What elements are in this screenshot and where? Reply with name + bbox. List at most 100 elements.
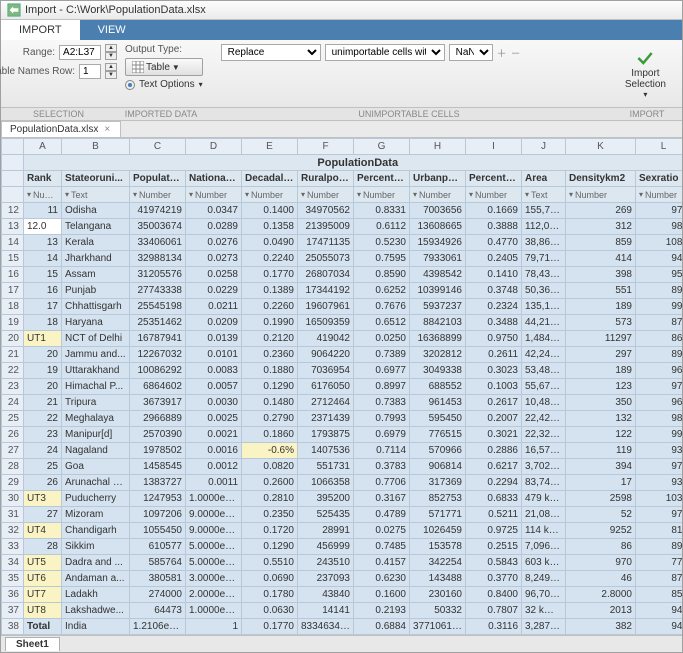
cell[interactable]: 34970562 bbox=[298, 203, 354, 219]
cell[interactable]: 0.5843 bbox=[466, 555, 522, 571]
row-header[interactable]: 14 bbox=[2, 235, 24, 251]
cell[interactable]: 2966889 bbox=[130, 411, 186, 427]
row-header[interactable]: 20 bbox=[2, 331, 24, 347]
cell[interactable]: 961453 bbox=[410, 395, 466, 411]
cell[interactable]: 0.0820 bbox=[242, 459, 298, 475]
data-grid[interactable]: ABCDEFGHIJKLPopulationDataRankStateoruni… bbox=[1, 138, 682, 635]
sheet-tab[interactable]: Sheet1 bbox=[5, 637, 60, 651]
import-selection-button[interactable]: Import Selection ▾ bbox=[615, 44, 676, 103]
cell[interactable]: 230160 bbox=[410, 587, 466, 603]
cell[interactable]: 1066358 bbox=[298, 475, 354, 491]
cell[interactable]: 53,483 km2 ... bbox=[522, 363, 566, 379]
cell[interactable]: 0.1480 bbox=[242, 395, 298, 411]
cell[interactable]: 153578 bbox=[410, 539, 466, 555]
cell[interactable]: Puducherry bbox=[62, 491, 130, 507]
cell[interactable]: 0.3021 bbox=[466, 427, 522, 443]
cell[interactable]: 972 bbox=[636, 379, 683, 395]
cell[interactable]: 0.1003 bbox=[466, 379, 522, 395]
cell[interactable]: 9.0000e-04 bbox=[186, 507, 242, 523]
cell[interactable]: 14 bbox=[24, 251, 62, 267]
cell[interactable]: 1247953 bbox=[130, 491, 186, 507]
cell[interactable]: 1097206 bbox=[130, 507, 186, 523]
col-type[interactable]: ▾Number bbox=[410, 187, 466, 203]
cell[interactable]: 456999 bbox=[298, 539, 354, 555]
cell[interactable]: 398 bbox=[566, 267, 636, 283]
cell[interactable]: 64473 bbox=[130, 603, 186, 619]
cell[interactable]: 3049338 bbox=[410, 363, 466, 379]
cell[interactable]: 18 bbox=[24, 315, 62, 331]
cell[interactable]: 143488 bbox=[410, 571, 466, 587]
cell[interactable]: 3,287,240 k... bbox=[522, 619, 566, 635]
cell[interactable]: 0.4789 bbox=[354, 507, 410, 523]
cell[interactable]: 10399146 bbox=[410, 283, 466, 299]
cell[interactable]: 948 bbox=[636, 251, 683, 267]
cell[interactable]: 0.0276 bbox=[186, 235, 242, 251]
cell[interactable]: 0.0139 bbox=[186, 331, 242, 347]
cell[interactable]: 0.6112 bbox=[354, 219, 410, 235]
cell[interactable]: UT4 bbox=[24, 523, 62, 539]
cell[interactable]: 931 bbox=[636, 443, 683, 459]
col-type[interactable]: ▾Number bbox=[298, 187, 354, 203]
col-type[interactable]: ▾Number bbox=[636, 187, 683, 203]
row-header[interactable]: 15 bbox=[2, 251, 24, 267]
row-header[interactable]: 30 bbox=[2, 491, 24, 507]
cell[interactable]: 688552 bbox=[410, 379, 466, 395]
cell[interactable]: UT3 bbox=[24, 491, 62, 507]
cell[interactable]: 776515 bbox=[410, 427, 466, 443]
row-header[interactable]: 22 bbox=[2, 363, 24, 379]
cell[interactable]: 0.0289 bbox=[186, 219, 242, 235]
cell[interactable]: 938 bbox=[636, 475, 683, 491]
cell[interactable]: 22,327 km2 ... bbox=[522, 427, 566, 443]
cell[interactable]: 1.2106e+09 bbox=[130, 619, 186, 635]
cell[interactable]: 317369 bbox=[410, 475, 466, 491]
cell[interactable]: Nagaland bbox=[62, 443, 130, 459]
cell[interactable]: 0.3488 bbox=[466, 315, 522, 331]
cell[interactable]: 16 bbox=[24, 283, 62, 299]
cell[interactable]: 0.2260 bbox=[242, 299, 298, 315]
cell[interactable]: 7,096 km2 (... bbox=[522, 539, 566, 555]
row-header[interactable]: 12 bbox=[2, 203, 24, 219]
cell[interactable]: 895 bbox=[636, 283, 683, 299]
cell[interactable]: 0.2886 bbox=[466, 443, 522, 459]
cell[interactable]: 0.0057 bbox=[186, 379, 242, 395]
cell[interactable]: 2013 bbox=[566, 603, 636, 619]
cell[interactable]: 132 bbox=[566, 411, 636, 427]
cell[interactable]: 989 bbox=[636, 411, 683, 427]
cell[interactable]: 9252 bbox=[566, 523, 636, 539]
cell[interactable]: 46 bbox=[566, 571, 636, 587]
cell[interactable]: 96,701 km2 ... bbox=[522, 587, 566, 603]
cell[interactable]: 13 bbox=[24, 235, 62, 251]
cell[interactable]: 0.7595 bbox=[354, 251, 410, 267]
col-name[interactable]: Population bbox=[130, 171, 186, 187]
cell[interactable]: Kerala bbox=[62, 235, 130, 251]
cell[interactable]: 0.3167 bbox=[354, 491, 410, 507]
cell[interactable]: Sikkim bbox=[62, 539, 130, 555]
cell[interactable]: 603 km2 (2... bbox=[522, 555, 566, 571]
cell[interactable]: 0.1600 bbox=[354, 587, 410, 603]
cell[interactable]: 43840 bbox=[298, 587, 354, 603]
cell[interactable]: 0.0016 bbox=[186, 443, 242, 459]
cell[interactable]: 1055450 bbox=[130, 523, 186, 539]
cell[interactable]: 818 bbox=[636, 523, 683, 539]
row-header[interactable]: 24 bbox=[2, 395, 24, 411]
row-header[interactable]: 19 bbox=[2, 315, 24, 331]
row-header[interactable]: 28 bbox=[2, 459, 24, 475]
cell[interactable]: 2.0000e-04 bbox=[186, 587, 242, 603]
cell[interactable]: 26807034 bbox=[298, 267, 354, 283]
replace-select[interactable]: Replace bbox=[221, 44, 321, 61]
cell[interactable]: 0.7676 bbox=[354, 299, 410, 315]
cell[interactable]: 119 bbox=[566, 443, 636, 459]
cell[interactable]: 0.6230 bbox=[354, 571, 410, 587]
cell[interactable]: 0.2350 bbox=[242, 507, 298, 523]
cell[interactable]: 10086292 bbox=[130, 363, 186, 379]
cell[interactable]: 0.6217 bbox=[466, 459, 522, 475]
cell[interactable]: 395200 bbox=[298, 491, 354, 507]
cell[interactable]: 19607961 bbox=[298, 299, 354, 315]
nan-select[interactable]: NaN bbox=[449, 44, 493, 61]
col-header[interactable]: D bbox=[186, 139, 242, 155]
col-name[interactable]: Urbanpopu... bbox=[410, 171, 466, 187]
cell[interactable]: 0.1389 bbox=[242, 283, 298, 299]
file-tab[interactable]: PopulationData.xlsx × bbox=[1, 121, 121, 137]
cell[interactable]: 6864602 bbox=[130, 379, 186, 395]
cell[interactable]: 3,702 km2 (... bbox=[522, 459, 566, 475]
